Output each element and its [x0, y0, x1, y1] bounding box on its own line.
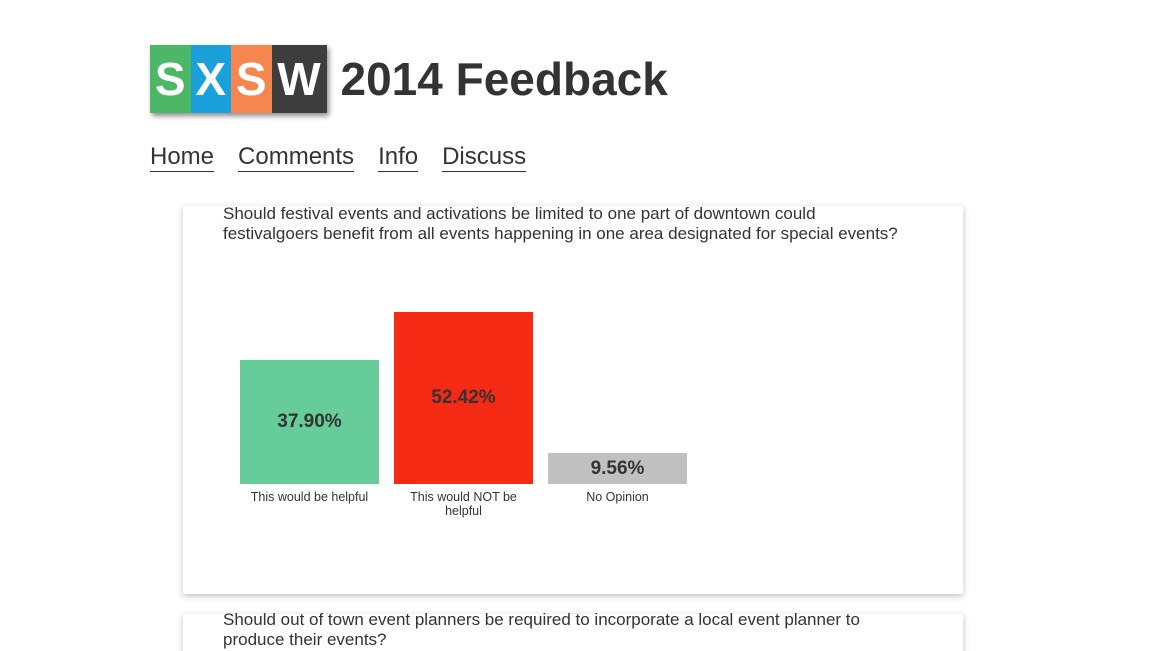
question-card: Should out of town event planners be req…	[183, 610, 963, 651]
nav-discuss-link[interactable]: Discuss	[442, 143, 527, 172]
bar-category-label: No Opinion	[586, 490, 649, 504]
logo-letter-w: W	[271, 45, 327, 113]
bar-category-label: This would NOT be helpful	[410, 490, 517, 518]
logo-letter-s1: S	[150, 45, 191, 113]
main-nav: Home Comments Info Discuss	[150, 143, 527, 172]
question-text: Should out of town event planners be req…	[223, 610, 860, 649]
header: S X S W 2014 Feedback	[150, 45, 668, 113]
logo-letter-s2: S	[231, 45, 272, 113]
bar-1: 37.90%	[240, 360, 379, 484]
nav-comments-link[interactable]: Comments	[238, 143, 355, 172]
sxsw-logo[interactable]: S X S W	[150, 45, 327, 113]
bar-value-label: 9.56%	[590, 457, 645, 479]
bar-3: 9.56%	[548, 453, 687, 484]
nav-info-link[interactable]: Info	[378, 143, 419, 172]
bar-2: 52.42%	[394, 312, 533, 484]
bar-category-label: This would be helpful	[250, 490, 369, 504]
bar-value-label: 52.42%	[431, 387, 496, 408]
question-text: Should festival events and activations b…	[223, 204, 898, 243]
poll-results-chart: 37.90% This would be helpful 52.42% This wo…	[183, 206, 963, 594]
question-card: Should festival events and activations b…	[183, 204, 963, 594]
bar-value-label: 37.90%	[277, 411, 342, 432]
page-title: 2014 Feedback	[340, 53, 668, 105]
nav-home-link[interactable]: Home	[150, 143, 215, 172]
logo-letter-x: X	[190, 45, 231, 113]
